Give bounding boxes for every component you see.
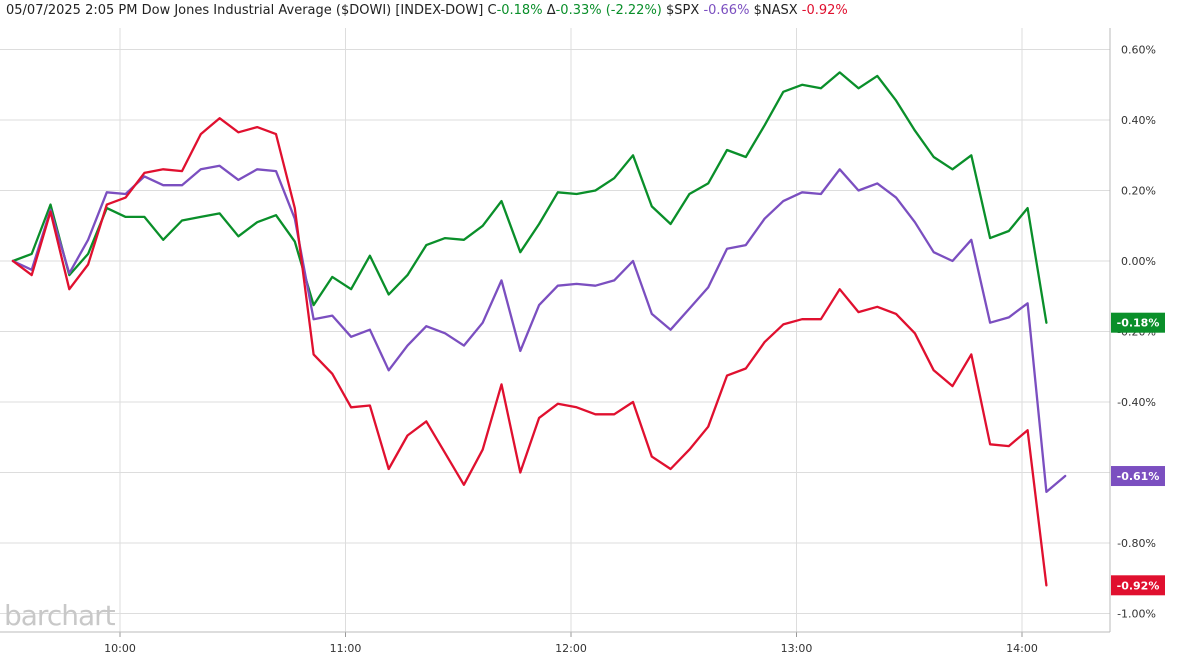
series-line-spx: [11, 164, 1067, 494]
series-line-nasx: [11, 117, 1048, 587]
header-spx-label: $SPX: [666, 3, 700, 18]
header-delta-label: Δ: [546, 3, 556, 18]
header-date: 05/07/2025: [6, 3, 81, 18]
badge-bg-nasx: [1111, 575, 1165, 596]
y-tick-label: -1.00%: [1117, 608, 1156, 621]
barchart-logo: barchart: [4, 599, 116, 632]
x-tick-label: 13:00: [781, 642, 813, 655]
y-tick-label: 0.40%: [1121, 114, 1156, 127]
y-tick-label: -0.80%: [1117, 537, 1156, 550]
header-time: 2:05 PM: [85, 3, 138, 18]
header-title: Dow Jones Industrial Average ($DOWI) [IN…: [141, 3, 484, 18]
header-c-label: C: [487, 3, 497, 18]
header-spx-value: -0.66%: [703, 3, 750, 18]
x-tick-label: 14:00: [1006, 642, 1038, 655]
badge-bg-dow: [1111, 312, 1165, 333]
header-nasx-value: -0.92%: [801, 3, 848, 18]
x-tick-label: 11:00: [330, 642, 362, 655]
badge-spx: -0.61%: [1111, 466, 1165, 487]
y-tick-label: 0.60%: [1121, 44, 1156, 57]
x-tick-label: 10:00: [104, 642, 136, 655]
badge-label-nasx: -0.92%: [1117, 579, 1160, 592]
badge-label-spx: -0.61%: [1117, 470, 1160, 483]
badge-bg-spx: [1111, 466, 1165, 487]
chart-axes: 0.60%0.40%0.20%0.00%-0.20%-0.40%-0.60%-0…: [0, 28, 1156, 655]
last-value-badges: -0.18% -0.61% -0.92%: [1111, 312, 1165, 596]
grid-lines: [0, 28, 1110, 632]
badge-label-dow: -0.18%: [1117, 317, 1160, 330]
header-c-value: -0.18%: [496, 3, 543, 18]
y-tick-label: 0.20%: [1121, 185, 1156, 198]
badge-dow: -0.18%: [1111, 312, 1165, 333]
y-tick-label: 0.00%: [1121, 255, 1156, 268]
chart-header: 05/07/2025 2:05 PM Dow Jones Industrial …: [6, 3, 848, 18]
badge-nasx: -0.92%: [1111, 575, 1165, 596]
x-tick-label: 12:00: [555, 642, 587, 655]
series-line-dow: [11, 71, 1048, 324]
y-tick-label: -0.40%: [1117, 396, 1156, 409]
header-nasx-label: $NASX: [753, 3, 798, 18]
header-delta-value: -0.33% (-2.22%): [555, 3, 662, 18]
chart-series: [11, 71, 1067, 587]
